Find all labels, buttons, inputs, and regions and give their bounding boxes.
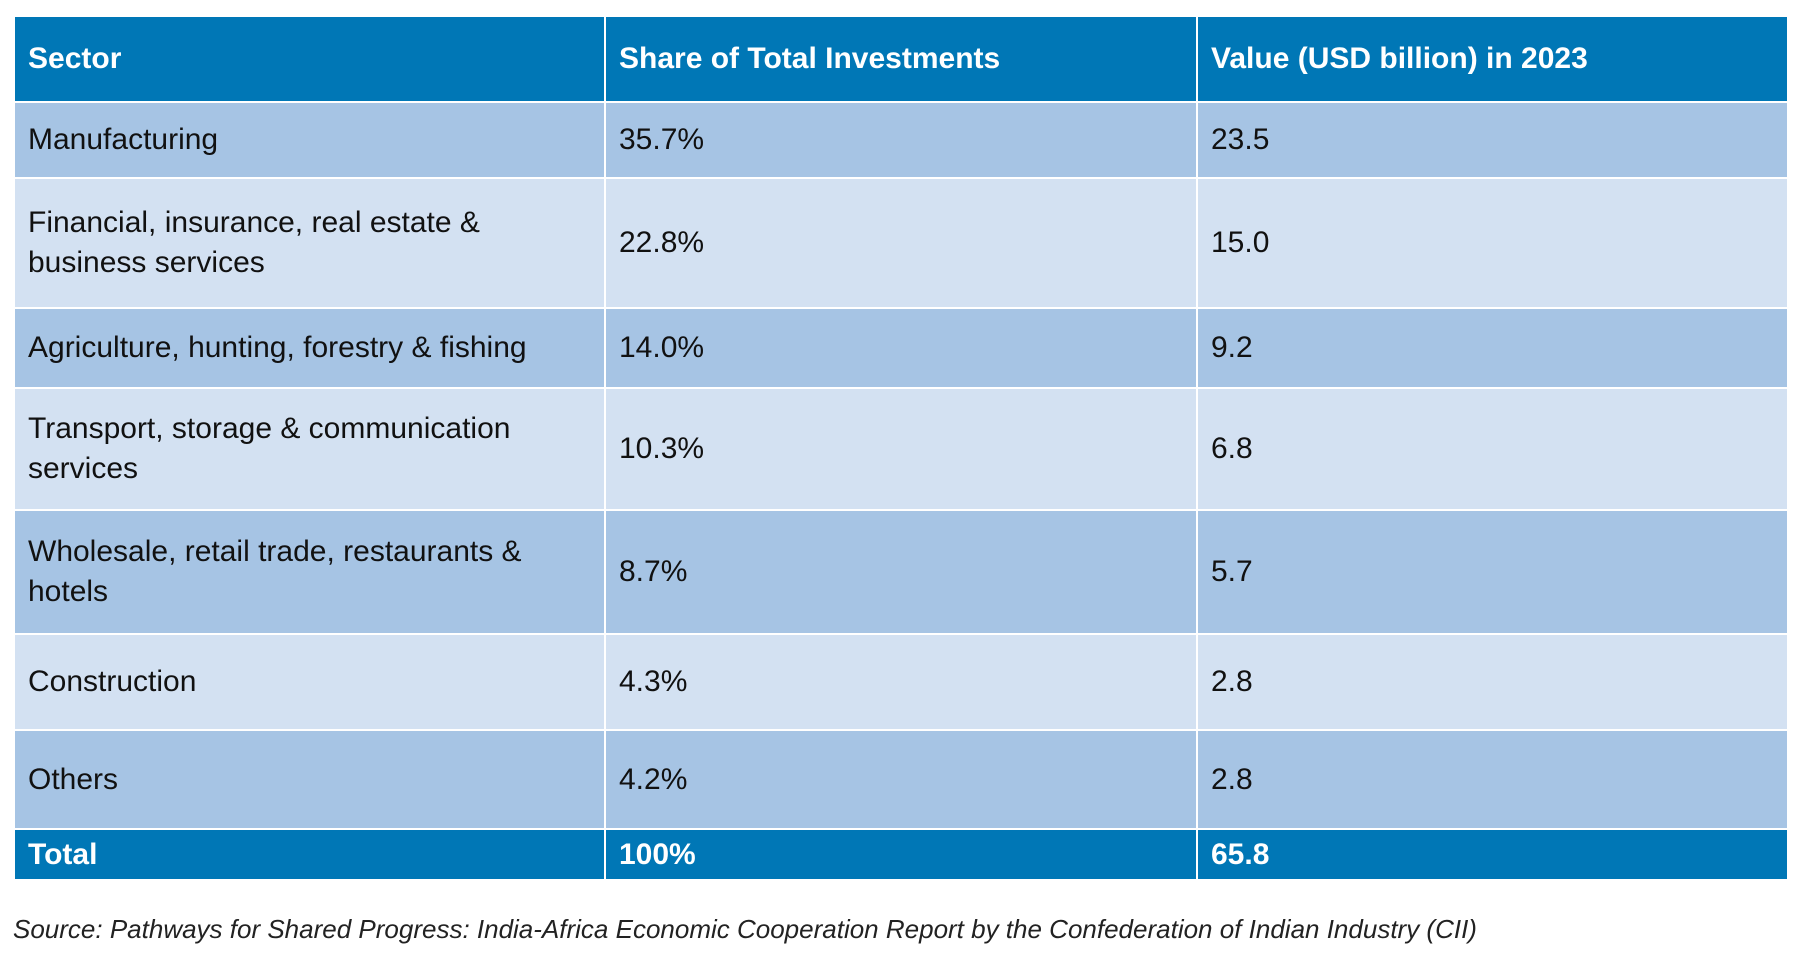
cell-sector: Construction	[13, 633, 606, 731]
cell-value: 5.7	[1196, 509, 1789, 635]
cell-share: 4.2%	[604, 729, 1198, 830]
cell-share: 8.7%	[604, 509, 1198, 635]
header-row: Sector Share of Total Investments Value …	[13, 15, 1789, 103]
total-sector: Total	[13, 828, 606, 881]
cell-sector: Others	[13, 729, 606, 830]
cell-value: 23.5	[1196, 101, 1789, 179]
cell-value: 15.0	[1196, 177, 1789, 309]
cell-value: 9.2	[1196, 307, 1789, 389]
cell-sector: Financial, insurance, real estate & busi…	[13, 177, 606, 309]
cell-value: 2.8	[1196, 633, 1789, 731]
table-row: Agriculture, hunting, forestry & fishing…	[13, 307, 1789, 389]
cell-sector: Manufacturing	[13, 101, 606, 179]
cell-value: 6.8	[1196, 387, 1789, 511]
cell-share: 35.7%	[604, 101, 1198, 179]
table-row: Construction 4.3% 2.8	[13, 633, 1789, 731]
header-value: Value (USD billion) in 2023	[1196, 15, 1789, 103]
table-row: Transport, storage & communication servi…	[13, 387, 1789, 511]
total-share: 100%	[604, 828, 1198, 881]
header-sector: Sector	[13, 15, 606, 103]
total-value: 65.8	[1196, 828, 1789, 881]
cell-share: 10.3%	[604, 387, 1198, 511]
table-row: Wholesale, retail trade, restaurants & h…	[13, 509, 1789, 635]
source-note: Source: Pathways for Shared Progress: In…	[13, 914, 1477, 944]
cell-sector: Wholesale, retail trade, restaurants & h…	[13, 509, 606, 635]
cell-share: 22.8%	[604, 177, 1198, 309]
cell-sector: Agriculture, hunting, forestry & fishing	[13, 307, 606, 389]
cell-value: 2.8	[1196, 729, 1789, 830]
table-row: Others 4.2% 2.8	[13, 729, 1789, 830]
table-row: Financial, insurance, real estate & busi…	[13, 177, 1789, 309]
sector-investment-table: Sector Share of Total Investments Value …	[13, 15, 1789, 881]
cell-sector: Transport, storage & communication servi…	[13, 387, 606, 511]
header-share: Share of Total Investments	[604, 15, 1198, 103]
cell-share: 4.3%	[604, 633, 1198, 731]
table-row: Manufacturing 35.7% 23.5	[13, 101, 1789, 179]
total-row: Total 100% 65.8	[13, 828, 1789, 881]
cell-share: 14.0%	[604, 307, 1198, 389]
